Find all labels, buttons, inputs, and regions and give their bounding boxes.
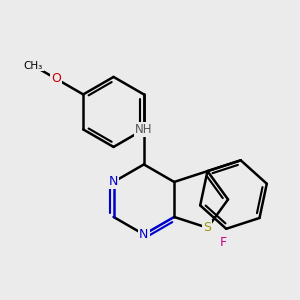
- Text: S: S: [203, 221, 211, 234]
- Text: CH₃: CH₃: [24, 61, 43, 70]
- Text: F: F: [220, 236, 227, 249]
- Text: N: N: [109, 176, 118, 188]
- Text: O: O: [51, 72, 61, 85]
- Text: N: N: [139, 228, 148, 241]
- Text: NH: NH: [135, 123, 153, 136]
